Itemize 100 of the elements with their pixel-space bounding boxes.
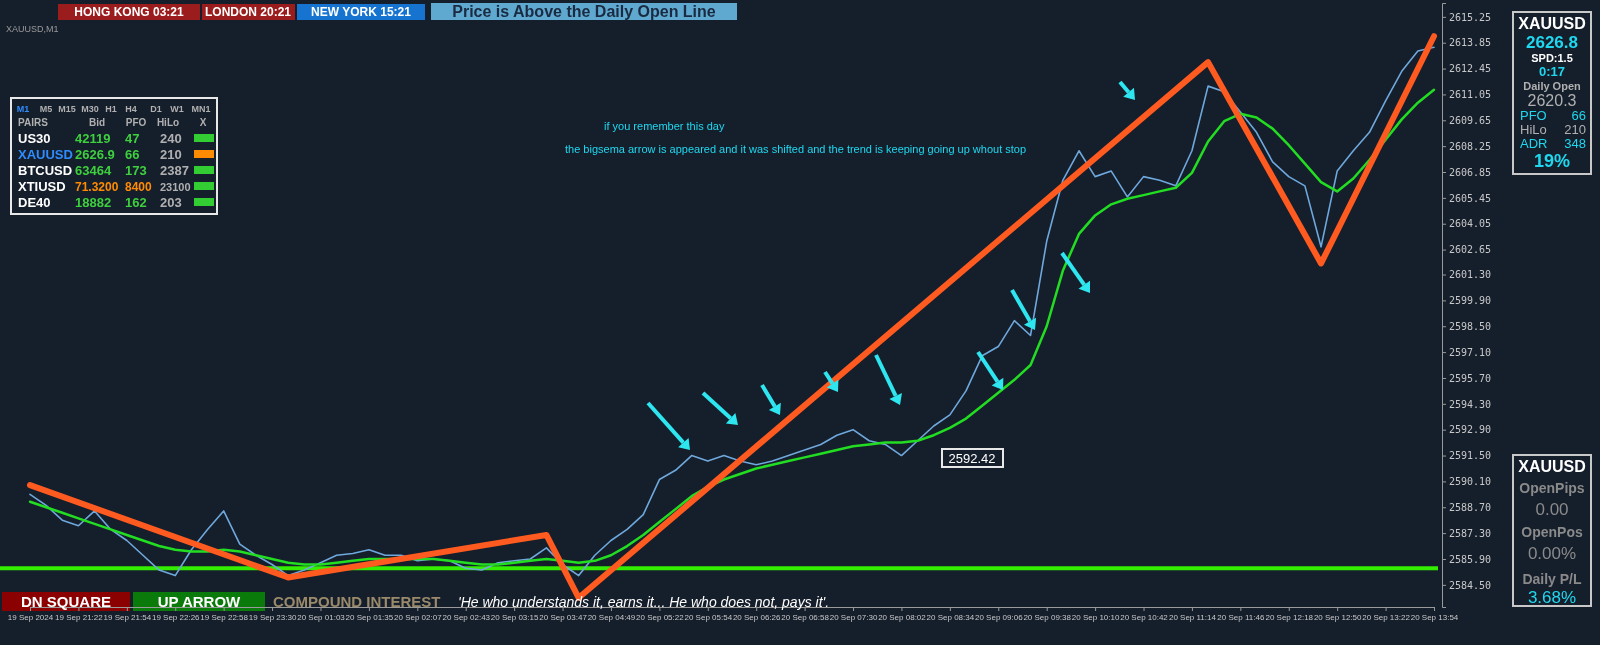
x-tick-label: 20 Sep 12:50 [1313, 612, 1363, 622]
x-tick-label: 20 Sep 11:46 [1217, 612, 1265, 622]
annotation: UP ARROW [157, 593, 242, 610]
annotation: DN SQUARE [20, 593, 112, 610]
text: M1 [16, 104, 30, 114]
annotation: Bid [88, 117, 106, 128]
annotation: XAUUSD [18, 147, 73, 162]
text: PFO [1520, 108, 1547, 123]
annotation: MN1 [191, 104, 211, 114]
annotation: HONG KONG 03:21 [74, 5, 185, 19]
y-tick-label: 2605.45 [1449, 192, 1492, 204]
annotation: 47 [125, 131, 140, 146]
annotation: the bigsema arrow is appeared and it was shifted and the trend is keeping going up whout stop [565, 143, 1027, 155]
annotation: W1 [170, 104, 184, 114]
y-tick-label: 2584.50 [1449, 579, 1492, 591]
annotation: H4 [125, 104, 137, 114]
annotation: 66 [125, 147, 140, 162]
annotation: HiLo [156, 117, 180, 128]
x-tick-label: 20 Sep 06:58 [781, 612, 830, 622]
text: ADR [1520, 136, 1548, 151]
x-tick-label: 20 Sep 09:38 [1023, 612, 1072, 622]
text: 2620.3 [1527, 92, 1577, 109]
text: XAUUSD [1518, 15, 1586, 32]
text: XAUUSD [1518, 458, 1586, 475]
x-tick-label: 19 Sep 21:54 [103, 612, 152, 622]
y-tick-label: 2602.65 [1449, 244, 1492, 256]
annotation: 2387 [160, 163, 189, 178]
y-tick-label: 2604.05 [1449, 218, 1492, 230]
y-tick-label: 2587.30 [1449, 527, 1492, 539]
annotation: 203 [160, 195, 182, 210]
annotation: 173 [125, 163, 147, 178]
x-tick-label: 20 Sep 01:35 [345, 612, 394, 622]
annotation: 23100 [160, 181, 191, 193]
annotation: D1 [150, 104, 162, 114]
y-tick-label: 2588.70 [1449, 501, 1492, 513]
x-tick-label: 19 Sep 21:22 [55, 612, 104, 622]
x-tick-label: 20 Sep 05:54 [684, 612, 733, 622]
x-tick-label: 20 Sep 13:54 [1410, 612, 1459, 622]
annotation: 162 [125, 195, 147, 210]
annotation: COMPOUND INTEREST [273, 593, 441, 610]
x-tick-label: 20 Sep 01:03 [297, 612, 346, 622]
text: OpenPos [1521, 524, 1583, 540]
annotation: US30 [18, 131, 51, 146]
x-tick-label: 20 Sep 10:10 [1071, 612, 1120, 622]
x-tick-label: 20 Sep 08:34 [926, 612, 975, 622]
y-tick-label: 2599.90 [1449, 295, 1492, 307]
text: 66 [1571, 108, 1586, 123]
y-tick-label: 2595.70 [1449, 372, 1492, 384]
y-tick-label: 2592.90 [1449, 424, 1492, 436]
annotation: 8400 [125, 180, 153, 194]
y-tick-label: 2609.65 [1449, 114, 1492, 126]
annotation: PFO [125, 117, 147, 128]
y-tick-label: 2606.85 [1449, 166, 1492, 178]
x-tick-label: 20 Sep 07:30 [829, 612, 878, 622]
x-tick-label: 20 Sep 09:06 [974, 612, 1024, 622]
y-tick-label: 2615.25 [1449, 11, 1492, 23]
annotation: XAUUSD,M1 [6, 24, 59, 34]
text: 3.68% [1527, 588, 1577, 607]
annotation: 240 [160, 131, 182, 146]
annotation: BTCUSD [18, 163, 73, 178]
annotation: M30 [81, 104, 99, 114]
x-tick-label: 20 Sep 05:22 [636, 612, 685, 622]
x-tick-label: 20 Sep 13:22 [1362, 612, 1411, 622]
x-tick-label: 19 Sep 22:58 [200, 612, 249, 622]
annotation: 'He who understands it, earns it... He who does not, pays it'. [458, 594, 830, 610]
x-tick-label: 20 Sep 02:07 [394, 612, 443, 622]
annotation: if you remember this day [604, 120, 725, 132]
annotation: PAIRS [18, 117, 49, 128]
annotation: 2592.42 [948, 451, 996, 466]
text: Daily P/L [1522, 571, 1583, 587]
y-tick-label: 2590.10 [1449, 476, 1492, 488]
y-tick-label: 2594.30 [1449, 398, 1492, 410]
text: 2626.8 [1526, 33, 1578, 52]
x-tick-label: 20 Sep 03:15 [490, 612, 539, 622]
text: 19% [1533, 151, 1571, 171]
x-tick-label: 20 Sep 04:49 [587, 612, 636, 622]
y-tick-label: 2597.10 [1449, 346, 1492, 358]
y-tick-label: 2585.90 [1449, 553, 1492, 565]
text: HiLo [1520, 122, 1547, 137]
y-tick-label: 2601.30 [1449, 269, 1492, 281]
annotation: 18882 [75, 195, 112, 210]
annotation: 210 [160, 147, 182, 162]
text: 0.00 [1535, 500, 1569, 519]
y-tick-label: 2611.05 [1449, 89, 1492, 101]
annotation: 63464 [75, 163, 112, 178]
x-tick-label: 19 Sep 2024 [7, 612, 54, 622]
text: 0.00% [1527, 544, 1577, 563]
annotation: NEW YORK 15:21 [311, 5, 412, 19]
x-tick-label: 20 Sep 10:42 [1120, 612, 1169, 622]
x-tick-label: 20 Sep 06:26 [732, 612, 782, 622]
x-tick-label: 20 Sep 11:14 [1168, 612, 1217, 622]
x-tick-label: 20 Sep 08:02 [878, 612, 927, 622]
annotation: X [199, 117, 207, 128]
annotation: 42119 [75, 131, 111, 146]
text: OpenPips [1519, 480, 1585, 496]
x-tick-label: 20 Sep 03:47 [539, 612, 588, 622]
annotation: DE40 [18, 195, 51, 210]
annotation: H1 [105, 104, 117, 114]
x-tick-label: 20 Sep 12:18 [1265, 612, 1314, 622]
x-tick-label: 20 Sep 02:43 [442, 612, 491, 622]
